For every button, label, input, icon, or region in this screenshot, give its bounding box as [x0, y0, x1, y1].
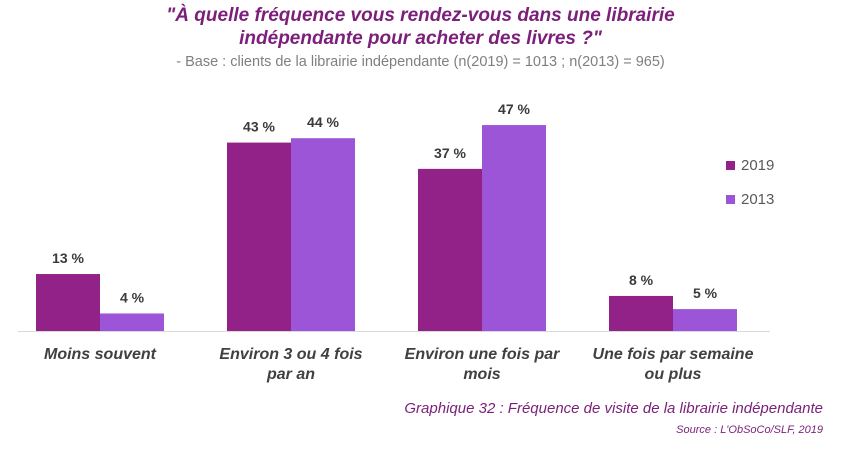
- legend-swatch-2019: [726, 161, 735, 170]
- data-label-2019-3: 8 %: [629, 272, 654, 288]
- bar-2013-0: [100, 313, 164, 331]
- chart-title: "À quelle fréquence vous rendez-vous dan…: [0, 4, 841, 50]
- bar-2019-3: [609, 295, 673, 331]
- chart-title-line-2: indépendante pour acheter des livres ?": [239, 28, 602, 49]
- legend-swatch-2013: [726, 195, 735, 204]
- data-label-2019-0: 13 %: [52, 250, 84, 266]
- data-label-2013-0: 4 %: [120, 289, 145, 305]
- data-label-2019-2: 37 %: [434, 145, 466, 161]
- figure-source: Source : L'ObSoCo/SLF, 2019: [676, 424, 823, 436]
- chart-subtitle: - Base : clients de la librairie indépen…: [176, 54, 665, 70]
- bar-2013-3: [673, 309, 737, 331]
- data-label-2013-2: 47 %: [498, 101, 530, 117]
- category-label-2-line-1: mois: [463, 366, 500, 383]
- bar-2013-1: [291, 138, 355, 331]
- legend-label-2013: 2013: [741, 191, 774, 208]
- category-label-1-line-1: par an: [266, 366, 315, 383]
- data-label-2013-1: 44 %: [307, 114, 339, 130]
- data-label-2019-1: 43 %: [243, 119, 275, 135]
- category-label-2-line-0: Environ une fois par: [405, 346, 560, 363]
- legend-label-2019: 2019: [741, 157, 774, 174]
- category-label-0-line-0: Moins souvent: [44, 346, 157, 363]
- data-label-2013-3: 5 %: [693, 285, 718, 301]
- bar-2013-2: [482, 125, 546, 332]
- category-label-3-line-0: Une fois par semaine: [593, 346, 754, 363]
- figure-caption: Graphique 32 : Fréquence de visite de la…: [404, 400, 823, 417]
- bar-2019-1: [227, 142, 291, 331]
- bar-2019-2: [418, 168, 482, 331]
- bar-2019-0: [36, 274, 100, 331]
- category-label-3-line-1: ou plus: [645, 366, 702, 383]
- chart-title-line-1: "À quelle fréquence vous rendez-vous dan…: [166, 5, 675, 26]
- category-label-1-line-0: Environ 3 ou 4 fois: [219, 346, 362, 363]
